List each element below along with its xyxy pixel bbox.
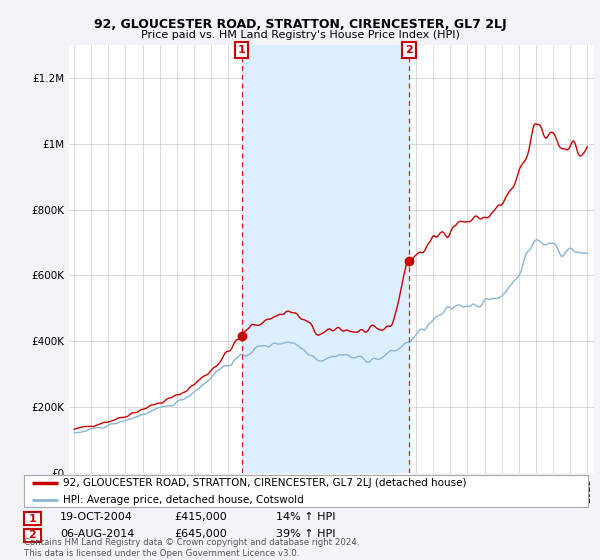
Text: £645,000: £645,000 — [174, 529, 227, 539]
Text: Price paid vs. HM Land Registry's House Price Index (HPI): Price paid vs. HM Land Registry's House … — [140, 30, 460, 40]
Text: 39% ↑ HPI: 39% ↑ HPI — [276, 529, 335, 539]
Text: 2: 2 — [405, 45, 413, 55]
Text: HPI: Average price, detached house, Cotswold: HPI: Average price, detached house, Cots… — [64, 495, 304, 505]
Text: 92, GLOUCESTER ROAD, STRATTON, CIRENCESTER, GL7 2LJ: 92, GLOUCESTER ROAD, STRATTON, CIRENCEST… — [94, 18, 506, 31]
Text: Contains HM Land Registry data © Crown copyright and database right 2024.
This d: Contains HM Land Registry data © Crown c… — [24, 538, 359, 558]
Text: 2: 2 — [29, 530, 36, 540]
Text: 1: 1 — [29, 514, 36, 524]
Text: 92, GLOUCESTER ROAD, STRATTON, CIRENCESTER, GL7 2LJ (detached house): 92, GLOUCESTER ROAD, STRATTON, CIRENCEST… — [64, 478, 467, 488]
Text: 1: 1 — [238, 45, 245, 55]
Text: £415,000: £415,000 — [174, 512, 227, 522]
Text: 19-OCT-2004: 19-OCT-2004 — [60, 512, 133, 522]
Text: 14% ↑ HPI: 14% ↑ HPI — [276, 512, 335, 522]
Text: 06-AUG-2014: 06-AUG-2014 — [60, 529, 134, 539]
Bar — [242, 45, 409, 473]
